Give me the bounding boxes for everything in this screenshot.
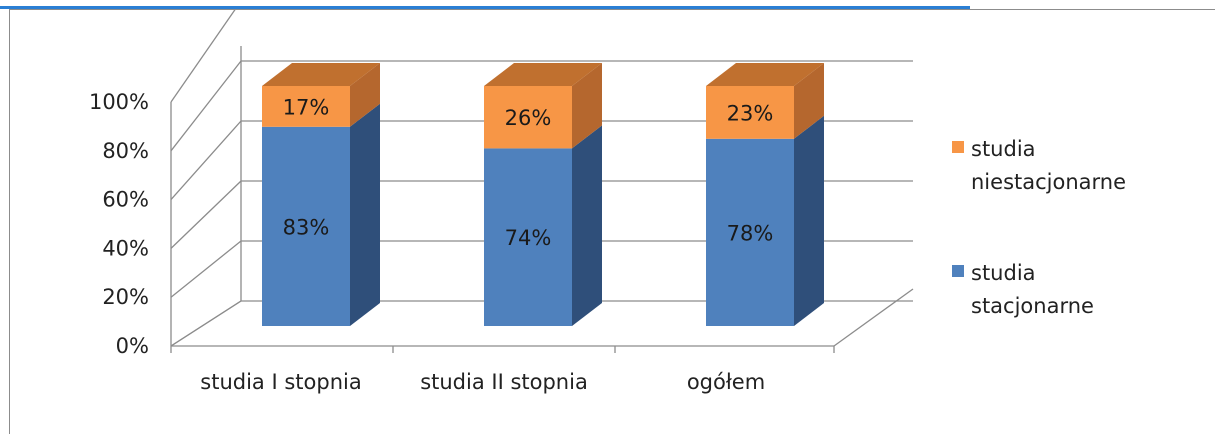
data-label-stacjonarne: 74% <box>505 226 552 250</box>
bar-side-niestacjonarne <box>350 63 380 127</box>
legend-swatch-niestacjonarne <box>952 141 964 153</box>
gridline-diagonal <box>170 240 242 298</box>
legend-label-stacjonarne: studia stacjonarne <box>971 261 1094 318</box>
data-label-niestacjonarne: 23% <box>727 101 774 125</box>
y-tick-label: 0% <box>116 334 149 358</box>
cropped-heading-fragment <box>0 0 1215 9</box>
y-tick-label: 40% <box>102 236 149 260</box>
bar-top-niestacjonarne <box>262 63 380 86</box>
bar-side-niestacjonarne <box>794 63 824 139</box>
gridline-diagonal <box>170 120 242 201</box>
gridline-diagonal <box>170 0 242 103</box>
bar-top-niestacjonarne <box>706 63 824 86</box>
heading-link-fragment <box>720 6 910 9</box>
gridline-diagonal <box>170 180 242 249</box>
floor-left-edge <box>170 300 242 347</box>
legend-label-niestacjonarne: studia niestacjonarne <box>971 137 1126 194</box>
chart-frame: 0% 20% 40% 60% 80% 100% 83% 17% studia I stopnia… <box>9 0 1215 434</box>
y-tick-label: 20% <box>102 285 149 309</box>
heading-underline-fragment <box>0 6 720 9</box>
stacked-3d-bar-chart: 0% 20% 40% 60% 80% 100% 83% 17% studia I stopnia… <box>89 0 1126 394</box>
gridline-diagonal <box>170 60 242 152</box>
bar-side-stacjonarne <box>350 103 380 326</box>
bar-segment-stacjonarne <box>706 138 794 326</box>
bar-segment-niestacjonarne <box>262 86 350 127</box>
bar-top-niestacjonarne <box>484 63 602 86</box>
data-label-niestacjonarne: 26% <box>505 106 552 130</box>
bar-side-stacjonarne <box>794 115 824 326</box>
category-label: studia I stopnia <box>200 370 361 394</box>
bar-side-stacjonarne <box>572 125 602 327</box>
data-label-niestacjonarne: 17% <box>283 95 330 119</box>
y-tick-label: 100% <box>89 90 149 114</box>
bar-segment-niestacjonarne <box>484 86 572 149</box>
bar-segment-niestacjonarne <box>706 86 794 139</box>
y-tick-label: 60% <box>102 188 149 212</box>
y-tick-label: 80% <box>102 139 149 163</box>
bar-segment-stacjonarne <box>262 126 350 326</box>
bar-side-niestacjonarne <box>572 63 602 149</box>
category-label: ogółem <box>687 370 765 394</box>
data-label-stacjonarne: 78% <box>727 221 774 245</box>
category-label: studia II stopnia <box>420 370 588 394</box>
heading-fragment-end <box>910 6 970 9</box>
data-label-stacjonarne: 83% <box>283 215 330 239</box>
legend-swatch-stacjonarne <box>952 265 964 277</box>
floor-right-edge <box>833 288 914 347</box>
bar-segment-stacjonarne <box>484 148 572 326</box>
